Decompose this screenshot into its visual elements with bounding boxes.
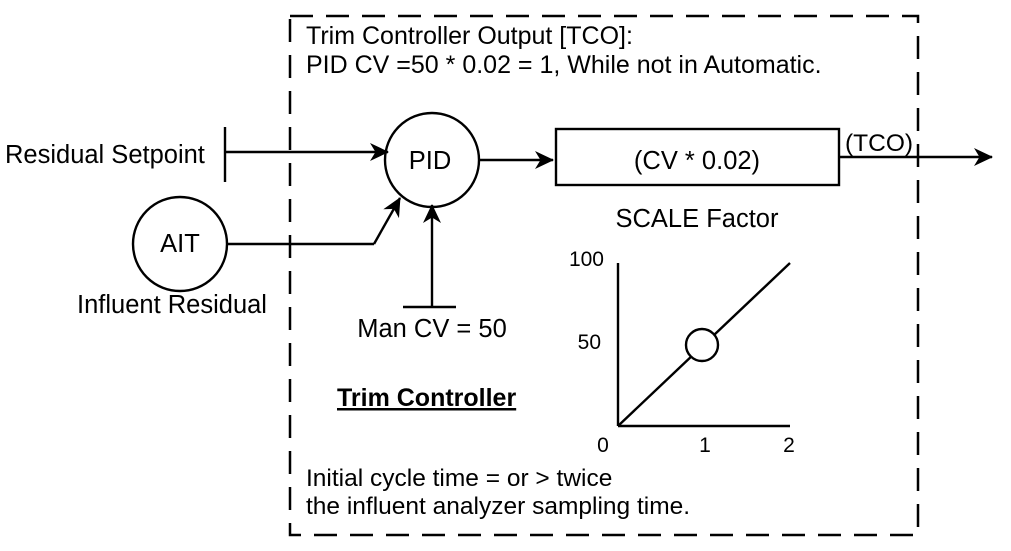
svg-text:SCALE Factor: SCALE Factor: [616, 205, 779, 233]
svg-text:Influent Residual: Influent Residual: [77, 291, 267, 319]
svg-text:AIT: AIT: [160, 230, 200, 258]
svg-text:Initial cycle time = or > twic: Initial cycle time = or > twice: [306, 465, 612, 492]
svg-text:(CV * 0.02): (CV * 0.02): [634, 147, 760, 175]
svg-text:Residual Setpoint: Residual Setpoint: [5, 141, 205, 169]
svg-text:the influent analyzer sampling: the influent analyzer sampling time.: [306, 493, 690, 520]
svg-text:Trim Controller: Trim Controller: [337, 384, 516, 412]
svg-text:50: 50: [578, 331, 601, 354]
svg-text:0: 0: [597, 434, 609, 457]
svg-text:(TCO): (TCO): [845, 130, 913, 157]
svg-text:Man CV = 50: Man CV = 50: [357, 315, 507, 343]
svg-text:1: 1: [699, 434, 711, 457]
svg-text:Trim Controller Output [TCO]:: Trim Controller Output [TCO]:: [306, 22, 633, 50]
svg-text:2: 2: [783, 434, 795, 457]
svg-text:PID CV =50 * 0.02 = 1, While n: PID CV =50 * 0.02 = 1, While not in Auto…: [306, 51, 822, 79]
svg-text:100: 100: [569, 248, 604, 271]
svg-text:PID: PID: [409, 147, 452, 175]
